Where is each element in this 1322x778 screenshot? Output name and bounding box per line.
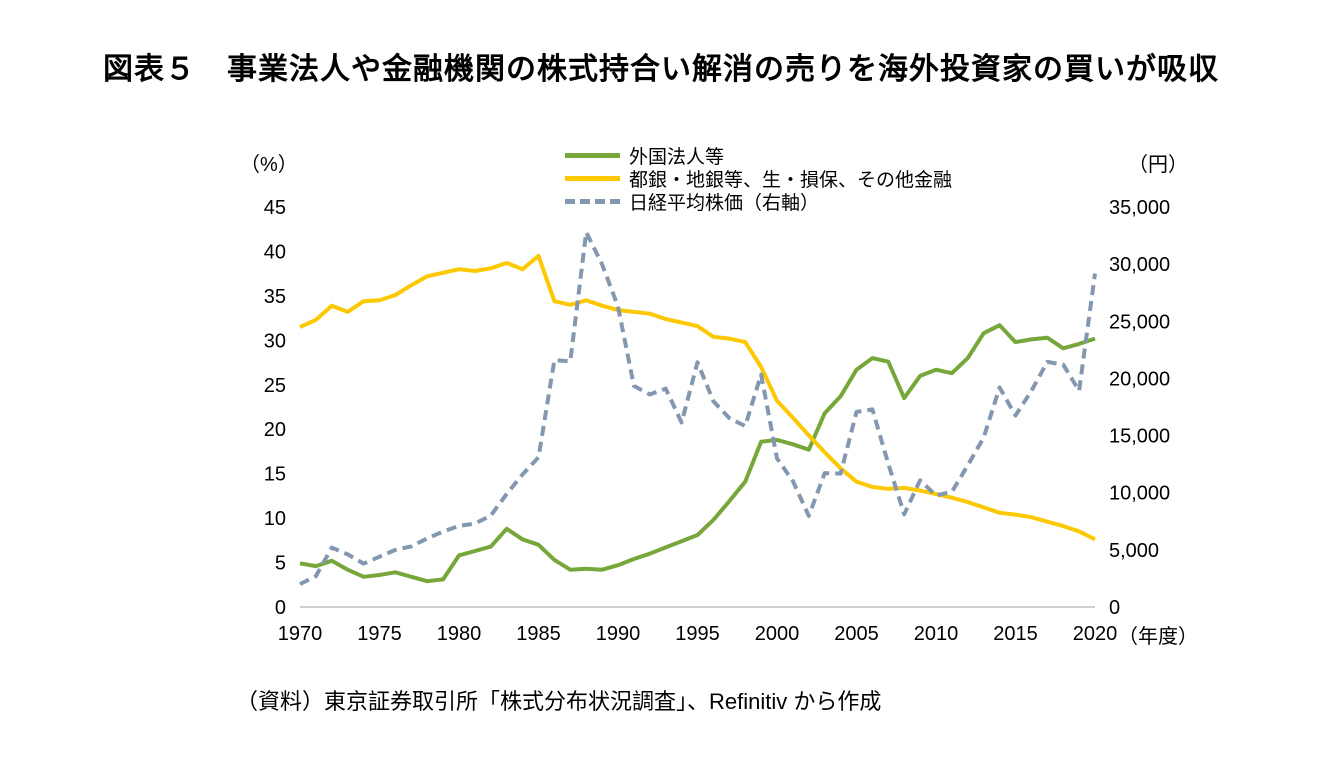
y-left-tick-label: 10: [264, 508, 286, 530]
right-axis-unit: （円）: [1128, 154, 1188, 176]
x-tick-label: 1970: [278, 623, 323, 645]
x-tick-label: 1985: [516, 623, 561, 645]
x-tick-label: 1980: [437, 623, 482, 645]
nikkei-dashed-swatch-icon: [565, 199, 620, 204]
legend-label: 日経平均株価（右軸）: [629, 193, 820, 214]
y-left-tick-label: 35: [264, 286, 286, 308]
y-left-tick-label: 40: [264, 241, 286, 263]
series-line-1: [299, 253, 1096, 542]
figure-title: 図表５ 事業法人や金融機関の株式持合い解消の売りを海外投資家の買いが吸収: [103, 53, 1219, 86]
y-right-tick-label: 0: [1109, 597, 1120, 619]
legend-label: 外国法人等: [629, 147, 725, 168]
legend: 外国法人等 都銀・地銀等、生・損保、その他金融 日経平均株価（右軸）: [565, 144, 953, 214]
y-left-tick-label: 25: [264, 375, 286, 397]
y-left-tick-label: 0: [275, 597, 286, 619]
y-left-tick-label: 45: [264, 197, 286, 219]
x-tick-label: 1990: [596, 623, 641, 645]
x-tick-label: 1975: [357, 623, 402, 645]
legend-item-nikkei: 日経平均株価（右軸）: [565, 190, 952, 214]
y-left-tick-label: 30: [264, 330, 286, 352]
source-note: （資料）東京証券取引所「株式分布状況調査」、Refinitiv から作成: [236, 689, 882, 714]
y-right-tick-label: 5,000: [1109, 540, 1159, 562]
x-tick-label: 2020: [1073, 623, 1118, 645]
legend-item-banks-insurers: 都銀・地銀等、生・損保、その他金融: [565, 167, 953, 191]
y-right-tick-label: 10,000: [1109, 483, 1170, 505]
x-tick-label: 2000: [755, 623, 800, 645]
foreign-line-swatch-icon: [565, 153, 620, 158]
y-right-tick-label: 15,000: [1109, 426, 1170, 448]
y-left-tick-label: 20: [264, 419, 286, 441]
x-tick-label: 2015: [993, 623, 1038, 645]
y-right-tick-label: 20,000: [1109, 368, 1170, 390]
chart-svg: 0 5 10 15 20 25 30 35 40 45 0 5,000 10,000 15,000 20,0…: [264, 197, 1170, 645]
series-line-0: [299, 323, 1096, 584]
x-tick-label: 1995: [675, 623, 720, 645]
y-right-tick-label: 35,000: [1109, 197, 1170, 219]
series-line-2: [299, 230, 1097, 586]
x-axis-unit: （年度）: [1118, 626, 1198, 648]
y-left-tick-label: 5: [275, 553, 286, 575]
y-right-tick-label: 30,000: [1109, 254, 1170, 276]
left-axis-unit: （%）: [240, 154, 298, 176]
legend-item-foreign: 外国法人等: [565, 144, 952, 168]
y-right-tick-label: 25,000: [1109, 311, 1170, 333]
x-tick-label: 2005: [834, 623, 879, 645]
y-left-tick-label: 15: [264, 464, 286, 486]
x-tick-label: 2010: [914, 623, 959, 645]
banks-line-swatch-icon: [565, 176, 620, 181]
legend-label: 都銀・地銀等、生・損保、その他金融: [629, 170, 953, 191]
